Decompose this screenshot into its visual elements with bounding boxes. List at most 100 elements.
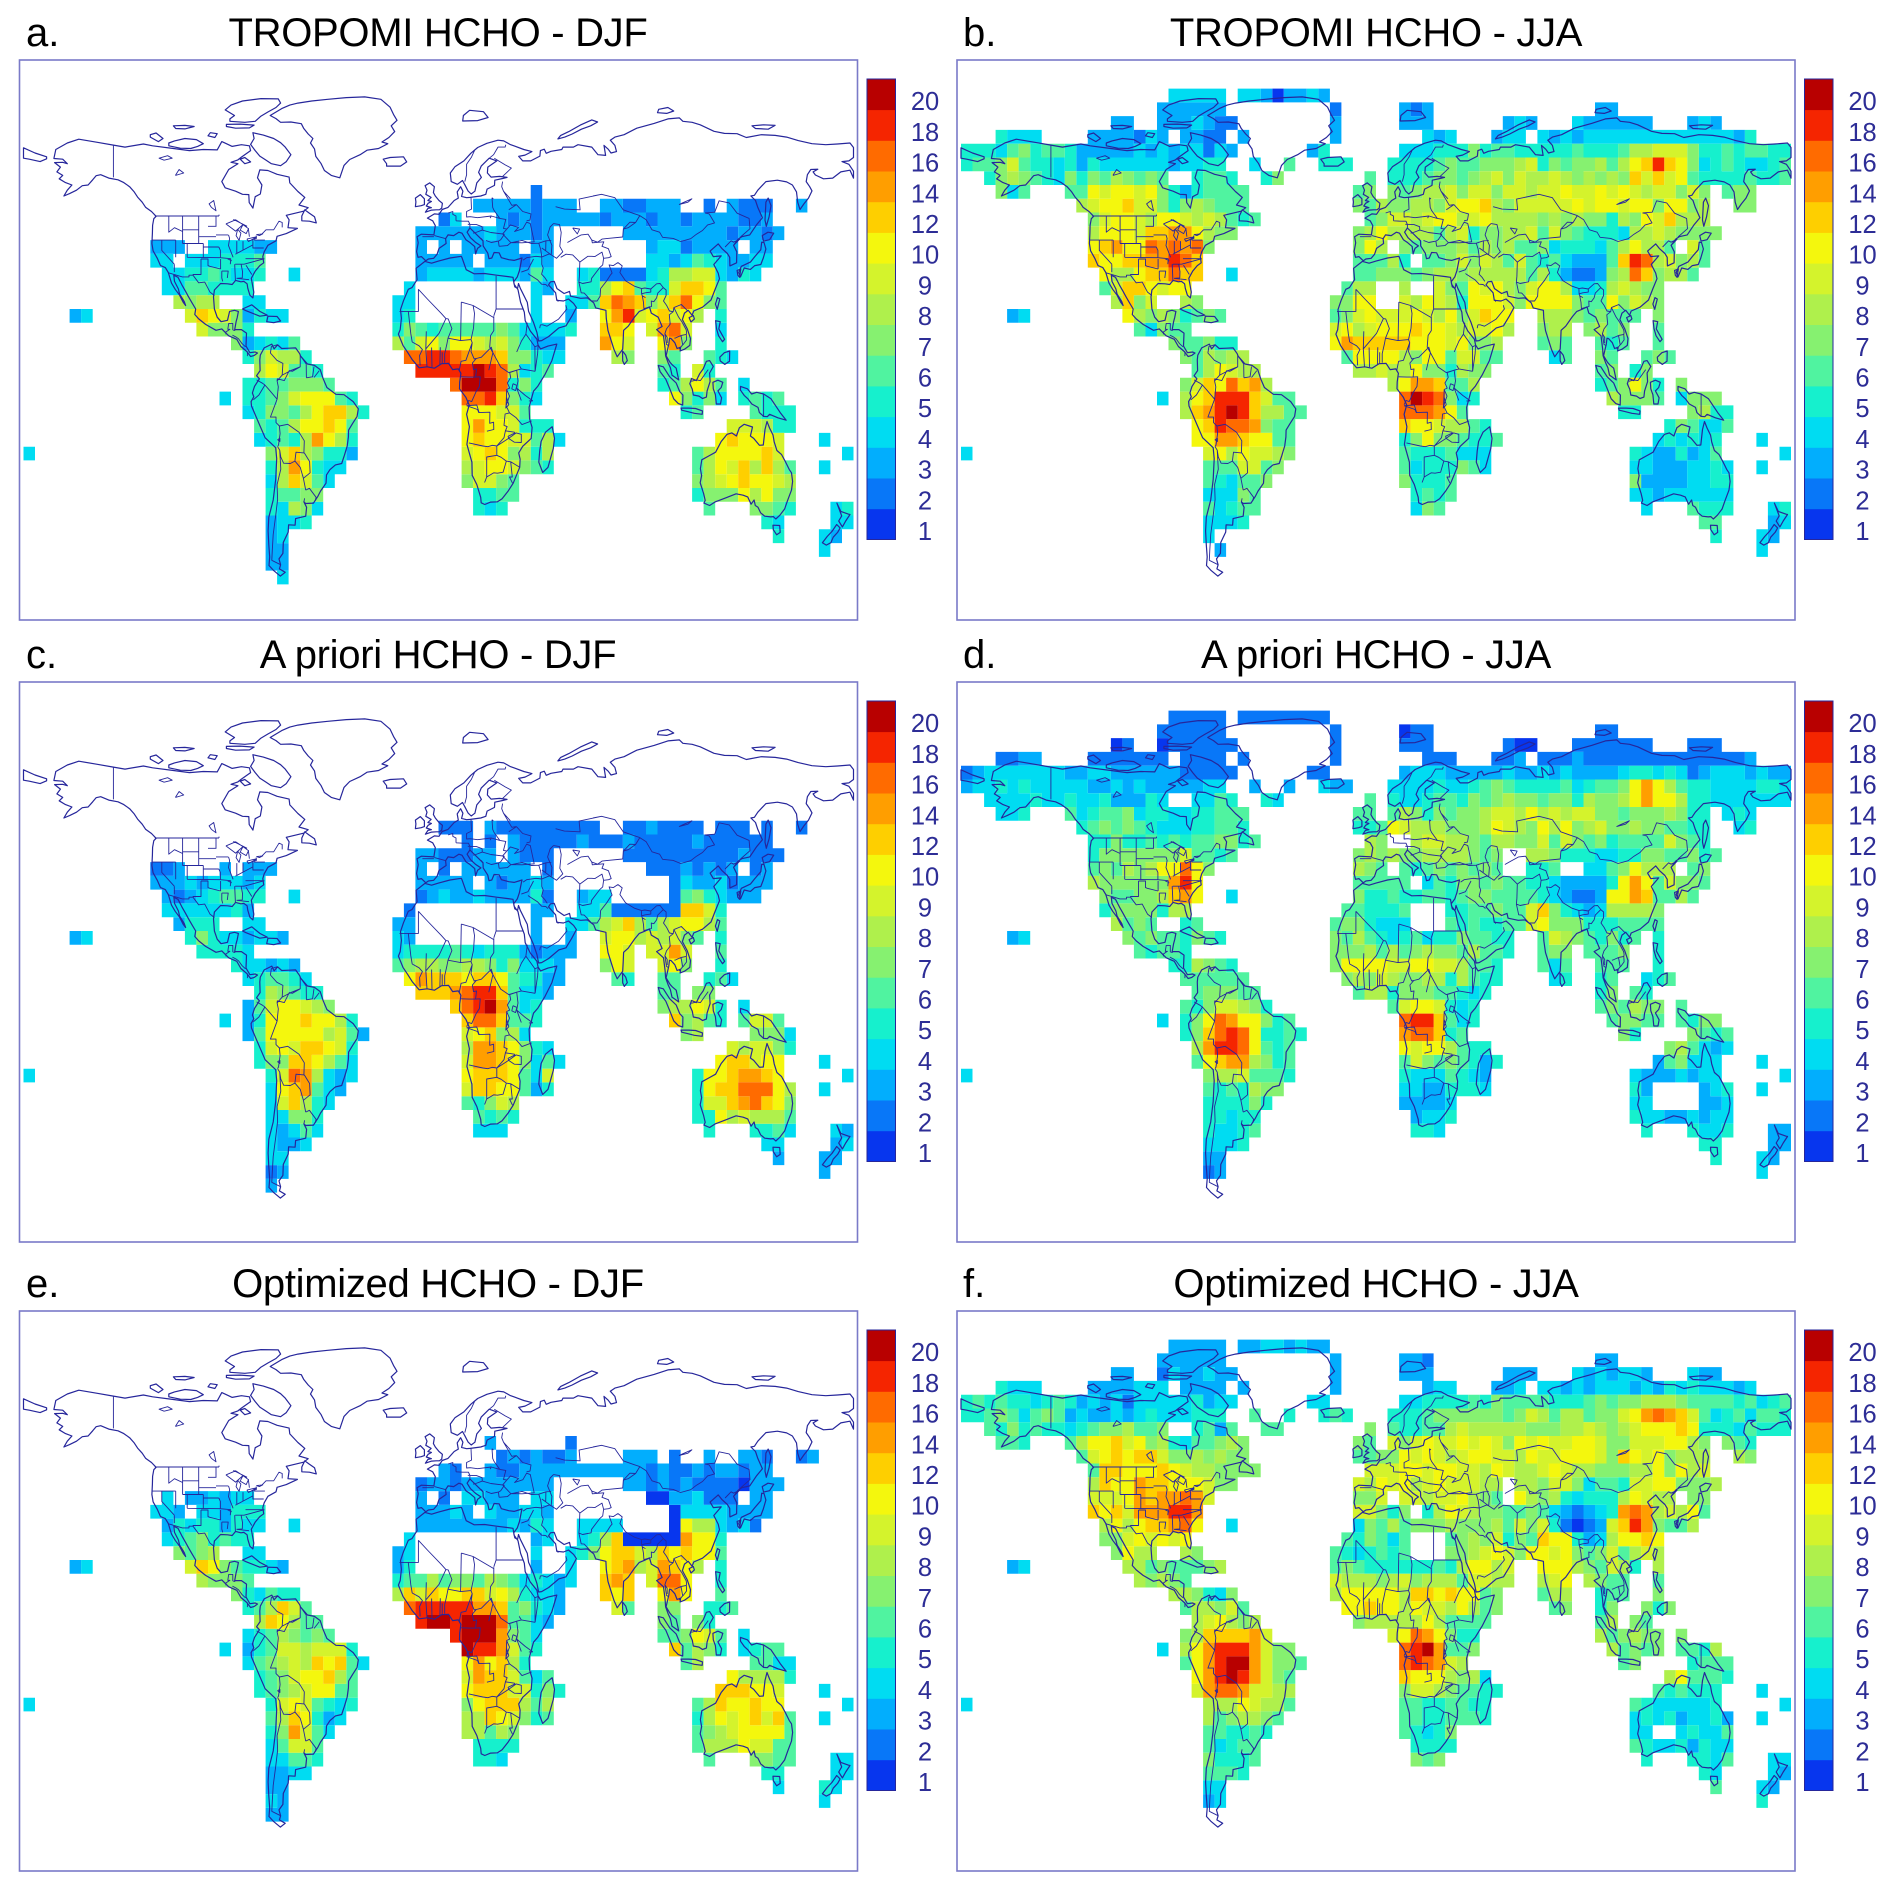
svg-text:9: 9 bbox=[918, 1523, 932, 1551]
svg-text:18: 18 bbox=[1848, 741, 1876, 769]
svg-text:2: 2 bbox=[918, 1738, 932, 1766]
svg-text:3: 3 bbox=[918, 1708, 932, 1736]
svg-text:2: 2 bbox=[1855, 487, 1869, 515]
svg-text:1: 1 bbox=[918, 518, 932, 546]
svg-text:TROPOMI HCHO - DJF: TROPOMI HCHO - DJF bbox=[228, 11, 647, 55]
svg-text:5: 5 bbox=[918, 395, 932, 423]
svg-text:12: 12 bbox=[1848, 211, 1876, 239]
svg-text:20: 20 bbox=[1848, 1339, 1876, 1367]
svg-text:4: 4 bbox=[918, 426, 932, 454]
svg-text:12: 12 bbox=[1848, 833, 1876, 861]
svg-text:c.: c. bbox=[26, 633, 57, 677]
svg-text:TROPOMI HCHO - JJA: TROPOMI HCHO - JJA bbox=[1170, 11, 1583, 55]
svg-text:10: 10 bbox=[1848, 242, 1876, 270]
svg-text:16: 16 bbox=[911, 1401, 939, 1429]
svg-text:4: 4 bbox=[1855, 1677, 1869, 1705]
svg-text:1: 1 bbox=[1855, 1769, 1869, 1797]
svg-text:16: 16 bbox=[911, 150, 939, 178]
svg-text:14: 14 bbox=[1848, 180, 1876, 208]
svg-text:6: 6 bbox=[918, 1616, 932, 1644]
svg-text:4: 4 bbox=[1855, 426, 1869, 454]
svg-text:6: 6 bbox=[1855, 987, 1869, 1015]
svg-text:9: 9 bbox=[1855, 272, 1869, 300]
svg-text:7: 7 bbox=[1855, 334, 1869, 362]
svg-text:14: 14 bbox=[911, 1431, 939, 1459]
svg-text:16: 16 bbox=[1848, 1401, 1876, 1429]
svg-text:6: 6 bbox=[1855, 1616, 1869, 1644]
svg-text:18: 18 bbox=[911, 741, 939, 769]
svg-text:3: 3 bbox=[918, 457, 932, 485]
svg-text:1: 1 bbox=[918, 1769, 932, 1797]
svg-text:4: 4 bbox=[918, 1048, 932, 1076]
svg-text:1: 1 bbox=[1855, 1140, 1869, 1168]
svg-text:2: 2 bbox=[1855, 1738, 1869, 1766]
svg-text:f.: f. bbox=[963, 1262, 985, 1306]
svg-text:14: 14 bbox=[911, 180, 939, 208]
svg-text:10: 10 bbox=[1848, 864, 1876, 892]
svg-text:7: 7 bbox=[918, 956, 932, 984]
svg-text:10: 10 bbox=[911, 1493, 939, 1521]
svg-text:7: 7 bbox=[1855, 956, 1869, 984]
svg-text:20: 20 bbox=[911, 88, 939, 116]
svg-text:8: 8 bbox=[918, 1554, 932, 1582]
svg-text:3: 3 bbox=[918, 1079, 932, 1107]
svg-text:18: 18 bbox=[911, 119, 939, 147]
svg-text:5: 5 bbox=[918, 1646, 932, 1674]
svg-text:9: 9 bbox=[918, 894, 932, 922]
svg-text:A priori HCHO - JJA: A priori HCHO - JJA bbox=[1201, 633, 1552, 677]
svg-text:1: 1 bbox=[918, 1140, 932, 1168]
svg-text:12: 12 bbox=[911, 833, 939, 861]
svg-text:20: 20 bbox=[911, 1339, 939, 1367]
svg-text:e.: e. bbox=[26, 1262, 59, 1306]
svg-text:d.: d. bbox=[963, 633, 996, 677]
svg-text:3: 3 bbox=[1855, 457, 1869, 485]
svg-text:2: 2 bbox=[1855, 1109, 1869, 1137]
svg-text:3: 3 bbox=[1855, 1708, 1869, 1736]
svg-text:5: 5 bbox=[918, 1017, 932, 1045]
svg-text:A priori HCHO - DJF: A priori HCHO - DJF bbox=[260, 633, 617, 677]
svg-text:8: 8 bbox=[1855, 303, 1869, 331]
svg-text:8: 8 bbox=[918, 925, 932, 953]
svg-text:14: 14 bbox=[1848, 1431, 1876, 1459]
svg-text:20: 20 bbox=[1848, 710, 1876, 738]
svg-text:4: 4 bbox=[918, 1677, 932, 1705]
svg-text:4: 4 bbox=[1855, 1048, 1869, 1076]
svg-text:7: 7 bbox=[918, 334, 932, 362]
svg-text:16: 16 bbox=[911, 772, 939, 800]
svg-text:8: 8 bbox=[1855, 925, 1869, 953]
svg-text:2: 2 bbox=[918, 487, 932, 515]
svg-text:6: 6 bbox=[918, 365, 932, 393]
svg-text:7: 7 bbox=[918, 1585, 932, 1613]
svg-text:b.: b. bbox=[963, 11, 996, 55]
svg-text:20: 20 bbox=[911, 710, 939, 738]
svg-text:2: 2 bbox=[918, 1109, 932, 1137]
svg-text:a.: a. bbox=[26, 11, 59, 55]
svg-text:18: 18 bbox=[1848, 119, 1876, 147]
svg-text:14: 14 bbox=[1848, 802, 1876, 830]
svg-text:6: 6 bbox=[1855, 365, 1869, 393]
svg-text:16: 16 bbox=[1848, 772, 1876, 800]
svg-text:8: 8 bbox=[918, 303, 932, 331]
svg-text:10: 10 bbox=[1848, 1493, 1876, 1521]
svg-text:9: 9 bbox=[1855, 1523, 1869, 1551]
svg-text:5: 5 bbox=[1855, 1017, 1869, 1045]
svg-text:Optimized HCHO - JJA: Optimized HCHO - JJA bbox=[1173, 1262, 1579, 1306]
svg-text:18: 18 bbox=[1848, 1370, 1876, 1398]
svg-text:10: 10 bbox=[911, 242, 939, 270]
svg-text:12: 12 bbox=[1848, 1462, 1876, 1490]
svg-text:3: 3 bbox=[1855, 1079, 1869, 1107]
svg-text:16: 16 bbox=[1848, 150, 1876, 178]
svg-text:Optimized HCHO - DJF: Optimized HCHO - DJF bbox=[232, 1262, 644, 1306]
svg-text:9: 9 bbox=[1855, 894, 1869, 922]
svg-text:12: 12 bbox=[911, 211, 939, 239]
svg-text:12: 12 bbox=[911, 1462, 939, 1490]
svg-text:18: 18 bbox=[911, 1370, 939, 1398]
svg-text:7: 7 bbox=[1855, 1585, 1869, 1613]
svg-text:5: 5 bbox=[1855, 395, 1869, 423]
svg-text:9: 9 bbox=[918, 272, 932, 300]
svg-text:5: 5 bbox=[1855, 1646, 1869, 1674]
svg-text:10: 10 bbox=[911, 864, 939, 892]
svg-text:6: 6 bbox=[918, 987, 932, 1015]
svg-text:20: 20 bbox=[1848, 88, 1876, 116]
svg-text:8: 8 bbox=[1855, 1554, 1869, 1582]
